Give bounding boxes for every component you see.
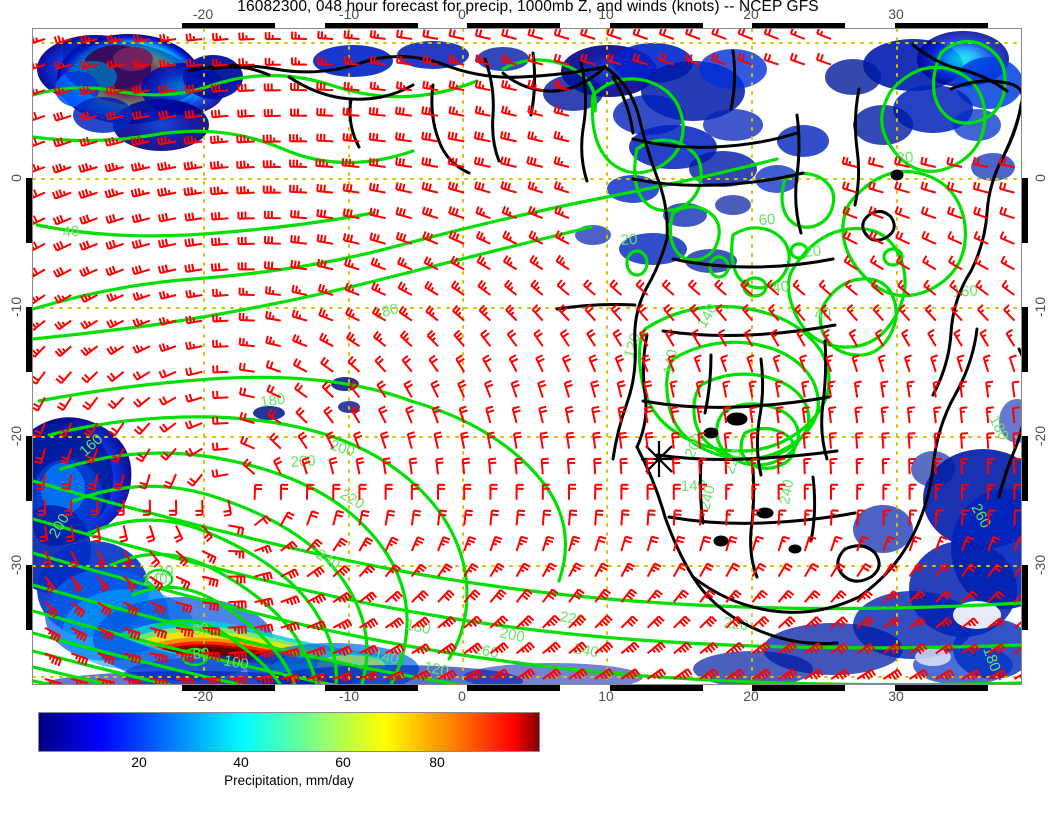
- y-tick-right-0: 0: [1032, 174, 1048, 182]
- bottom-tickbar-seg-6: [895, 685, 988, 691]
- svg-text:120: 120: [621, 331, 645, 360]
- x-tick-top-5: 30: [888, 6, 904, 22]
- bottom-tickbar-seg-4: [610, 685, 703, 691]
- left-tickbar-seg-1: [26, 178, 32, 243]
- map-canvas: 180 180 200 220 200 160 200 240 240 80 1…: [33, 29, 1021, 684]
- left-tickbar-seg-2: [26, 307, 32, 372]
- left-tickbar-seg-3: [26, 436, 32, 501]
- figure-title: 16082300, 048 hour forecast for precip, …: [237, 0, 819, 15]
- right-tickbar-seg-1: [1022, 178, 1028, 243]
- height-contours-layer: [33, 39, 1021, 684]
- right-tickbar-seg-4: [1022, 565, 1028, 630]
- bottom-tickbar-seg-3: [467, 685, 560, 691]
- left-tickbar-seg-4: [26, 565, 32, 630]
- top-tickbar-seg-1: [182, 23, 275, 29]
- y-tick-left-2: -20: [8, 425, 24, 447]
- svg-text:200: 200: [328, 437, 357, 461]
- svg-text:40: 40: [62, 223, 80, 241]
- colorbar-tick-0: 20: [131, 754, 147, 770]
- svg-text:20: 20: [896, 149, 914, 167]
- y-tick-left-3: -30: [8, 554, 24, 576]
- svg-text:80: 80: [191, 620, 210, 639]
- top-tickbar-seg-2: [325, 23, 418, 29]
- y-tick-right-3: -30: [1032, 554, 1048, 576]
- svg-text:80: 80: [192, 645, 210, 663]
- bottom-tickbar-seg-5: [752, 685, 845, 691]
- x-tick-bottom-3: 10: [598, 688, 614, 704]
- map-plot-area[interactable]: 180 180 200 220 200 160 200 240 240 80 1…: [32, 28, 1022, 685]
- x-tick-bottom-0: -20: [192, 688, 214, 704]
- y-tick-left-0: 0: [8, 174, 24, 182]
- top-tickbar-seg-4: [610, 23, 703, 29]
- colorbar-tick-2: 60: [335, 754, 351, 770]
- svg-text:220: 220: [337, 486, 367, 513]
- svg-text:220: 220: [558, 608, 586, 629]
- x-tick-bottom-5: 30: [888, 688, 904, 704]
- x-tick-top-4: 20: [743, 6, 759, 22]
- top-tickbar-seg-3: [467, 23, 560, 29]
- svg-text:40: 40: [156, 563, 174, 581]
- x-tick-bottom-4: 20: [743, 688, 759, 704]
- colorbar-tick-3: 80: [429, 754, 445, 770]
- svg-text:40: 40: [814, 304, 832, 323]
- right-tickbar-seg-2: [1022, 307, 1028, 372]
- svg-text:180: 180: [372, 300, 400, 323]
- colorbar-tick-1: 40: [233, 754, 249, 770]
- bottom-tickbar-seg-2: [325, 685, 418, 691]
- svg-text:200: 200: [498, 624, 526, 646]
- x-tick-top-3: 10: [598, 6, 614, 22]
- colorbar-caption: Precipitation, mm/day: [224, 773, 354, 788]
- y-tick-right-1: -10: [1032, 296, 1048, 318]
- svg-text:20: 20: [804, 242, 822, 261]
- gridlines-layer: [33, 29, 1021, 684]
- svg-text:20: 20: [620, 231, 638, 249]
- precipitation-colorbar[interactable]: [38, 712, 540, 752]
- top-tickbar-seg-6: [895, 23, 988, 29]
- right-tickbar-seg-3: [1022, 436, 1028, 501]
- bottom-tickbar-seg-1: [182, 685, 275, 691]
- top-tickbar-seg-5: [752, 23, 845, 29]
- x-tick-top-1: -10: [338, 6, 360, 22]
- x-tick-bottom-2: 0: [458, 688, 466, 704]
- svg-text:40: 40: [771, 278, 790, 297]
- x-tick-bottom-1: -10: [338, 688, 360, 704]
- y-tick-right-2: -20: [1032, 425, 1048, 447]
- svg-text:60: 60: [758, 211, 776, 229]
- x-tick-top-2: 0: [458, 6, 466, 22]
- y-tick-left-1: -10: [8, 296, 24, 318]
- x-tick-top-0: -20: [192, 6, 214, 22]
